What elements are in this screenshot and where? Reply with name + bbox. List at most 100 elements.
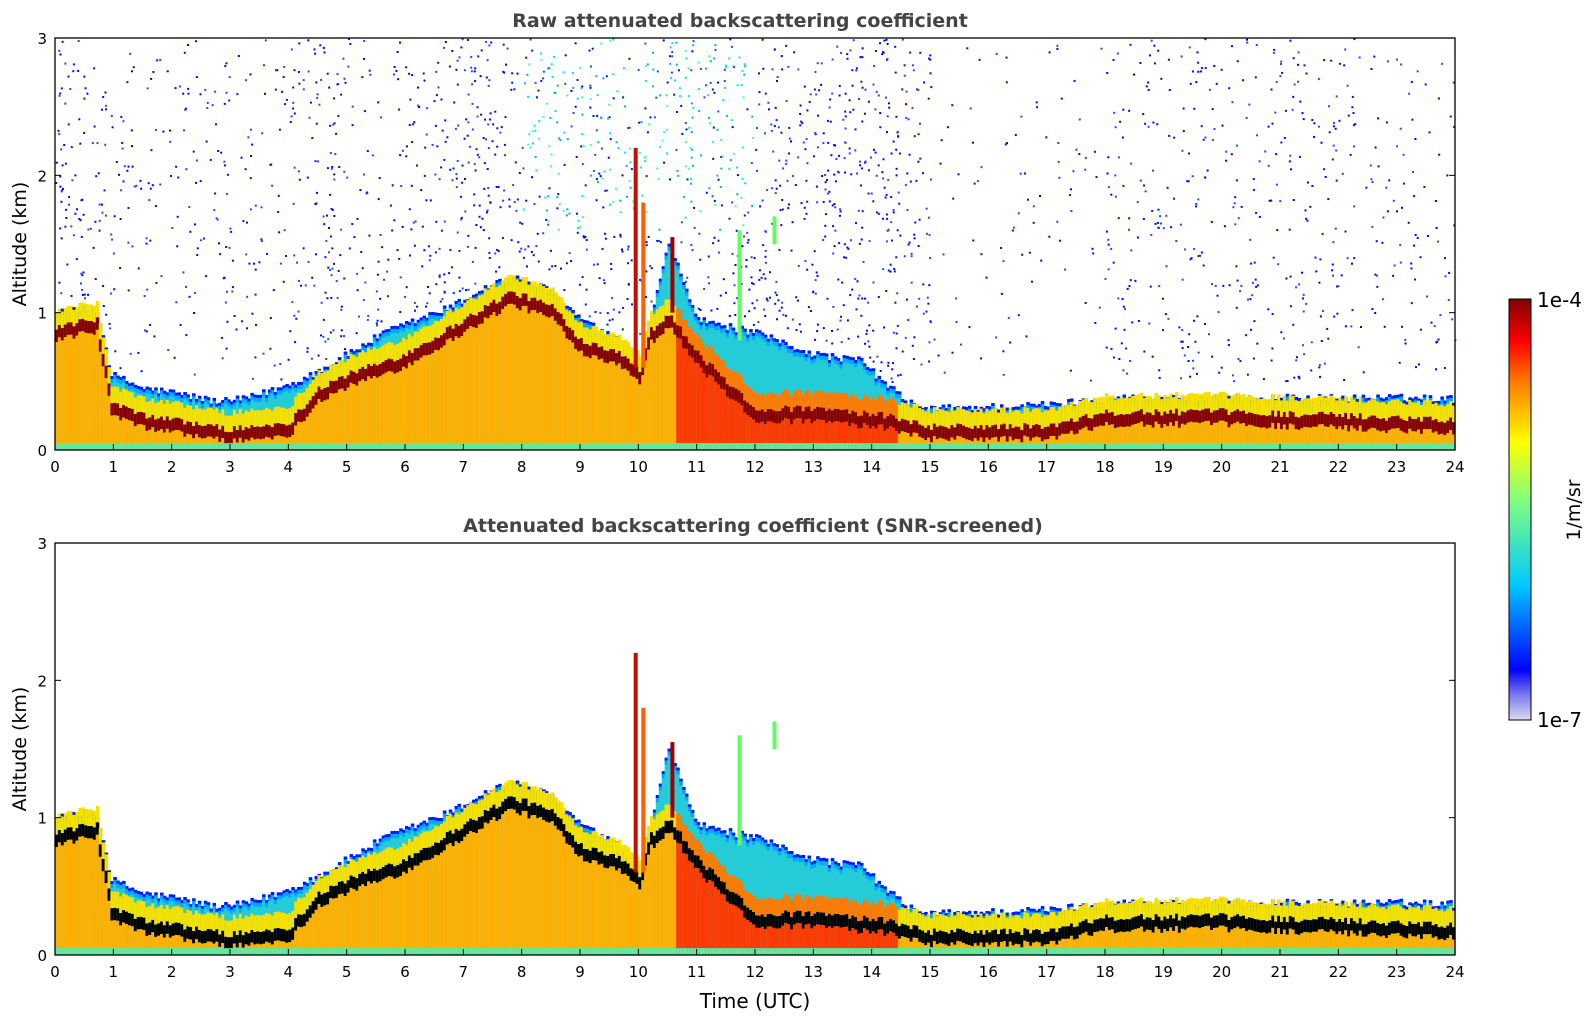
noise-speck	[1289, 39, 1292, 42]
strong-layer-band	[609, 349, 613, 362]
noise-speck	[55, 182, 58, 184]
noise-speck	[579, 66, 582, 69]
noise-speck	[121, 142, 124, 144]
noise-speck	[613, 235, 616, 238]
noise-speck	[467, 234, 470, 237]
layer-surface	[1067, 443, 1071, 450]
noise-speck	[1139, 62, 1142, 64]
layer-transition	[440, 318, 444, 336]
noise-speck	[1321, 232, 1324, 235]
noise-speck	[899, 234, 902, 237]
noise-speck	[1178, 326, 1181, 329]
noise-speck	[612, 308, 615, 311]
noise-speck	[710, 309, 713, 312]
noise-speck	[61, 40, 64, 43]
noise-speck	[1276, 229, 1279, 231]
noise-speck	[1451, 318, 1454, 321]
layer-surface	[1110, 443, 1115, 450]
layer-top-edge	[851, 360, 855, 365]
layer-surface	[935, 443, 940, 450]
noise-speck	[72, 234, 75, 237]
noise-speck	[1107, 243, 1110, 246]
noise-speck	[606, 323, 609, 326]
layer-transition	[906, 404, 911, 421]
layer-lower	[98, 351, 103, 450]
noise-speck	[960, 343, 962, 346]
noise-speck	[356, 289, 359, 292]
layer-top-edge	[165, 395, 170, 400]
layer-surface	[1169, 443, 1173, 450]
noise-speck	[245, 79, 247, 82]
layer-column	[769, 334, 774, 450]
layer-transition	[442, 316, 447, 333]
noise-speck	[225, 62, 228, 65]
strong-layer-band	[518, 298, 523, 311]
layer-top-edge	[565, 305, 569, 309]
noise-speck	[75, 258, 78, 261]
layer-surface	[253, 443, 257, 450]
strong-layer-band	[687, 343, 692, 356]
noise-speck	[1208, 333, 1210, 336]
layer-surface	[1183, 443, 1188, 450]
layer-top-edge	[889, 385, 893, 389]
layer-lower	[842, 422, 846, 450]
noise-speck	[680, 241, 683, 244]
noise-speck	[452, 167, 455, 170]
noise-speck	[348, 247, 351, 250]
noise-speck	[151, 184, 154, 187]
noise-speck	[639, 151, 641, 154]
layer-top-edge	[1172, 395, 1176, 399]
layer-transition	[416, 331, 421, 349]
noise-speck	[322, 318, 325, 321]
noise-speck	[1299, 100, 1302, 103]
layer-surface	[1008, 443, 1013, 450]
strong-layer-band	[930, 429, 934, 443]
layer-transition	[1090, 402, 1094, 419]
layer-top-edge	[895, 394, 899, 399]
noise-speck	[824, 188, 827, 191]
layer-lower	[440, 347, 444, 450]
layer-top-edge	[477, 291, 482, 295]
noise-speck	[698, 232, 701, 235]
layer-transition	[122, 388, 126, 406]
noise-speck	[685, 128, 688, 131]
strong-layer-band	[145, 418, 149, 431]
strong-layer-band	[550, 303, 555, 317]
layer-surface	[1064, 443, 1068, 450]
strong-layer-band	[352, 371, 356, 385]
layer-top-edge	[775, 342, 779, 347]
noise-speck	[1235, 265, 1238, 268]
layer-surface	[364, 443, 368, 450]
noise-speck	[712, 157, 715, 160]
layer-lower	[658, 335, 663, 450]
noise-speck	[1302, 344, 1304, 347]
strong-layer-band	[410, 352, 415, 366]
noise-speck	[363, 173, 366, 176]
noise-speck	[58, 49, 61, 52]
layer-surface	[804, 443, 809, 450]
strong-layer-band	[515, 296, 520, 309]
layer-lower	[1093, 427, 1097, 450]
layer-top-edge	[708, 321, 712, 325]
strong-layer-band	[577, 339, 581, 352]
noise-speck	[1158, 285, 1161, 288]
noise-speck	[1114, 174, 1117, 177]
noise-speck	[226, 192, 228, 195]
layer-transition	[600, 329, 604, 347]
noise-speck	[270, 163, 273, 166]
noise-speck	[516, 72, 519, 75]
layer-top-edge	[743, 331, 747, 336]
noise-speck	[1036, 106, 1039, 109]
noise-speck	[781, 301, 784, 304]
layer-lower	[168, 432, 173, 450]
noise-speck	[929, 320, 932, 323]
layer-transition	[973, 409, 978, 426]
noise-speck	[376, 324, 378, 327]
layer-surface	[101, 443, 106, 450]
layer-lower	[766, 421, 771, 450]
noise-speck	[326, 72, 329, 75]
noise-speck	[1014, 134, 1017, 136]
noise-speck	[816, 62, 819, 65]
noise-speck	[307, 260, 310, 263]
noise-speck	[1181, 340, 1184, 343]
